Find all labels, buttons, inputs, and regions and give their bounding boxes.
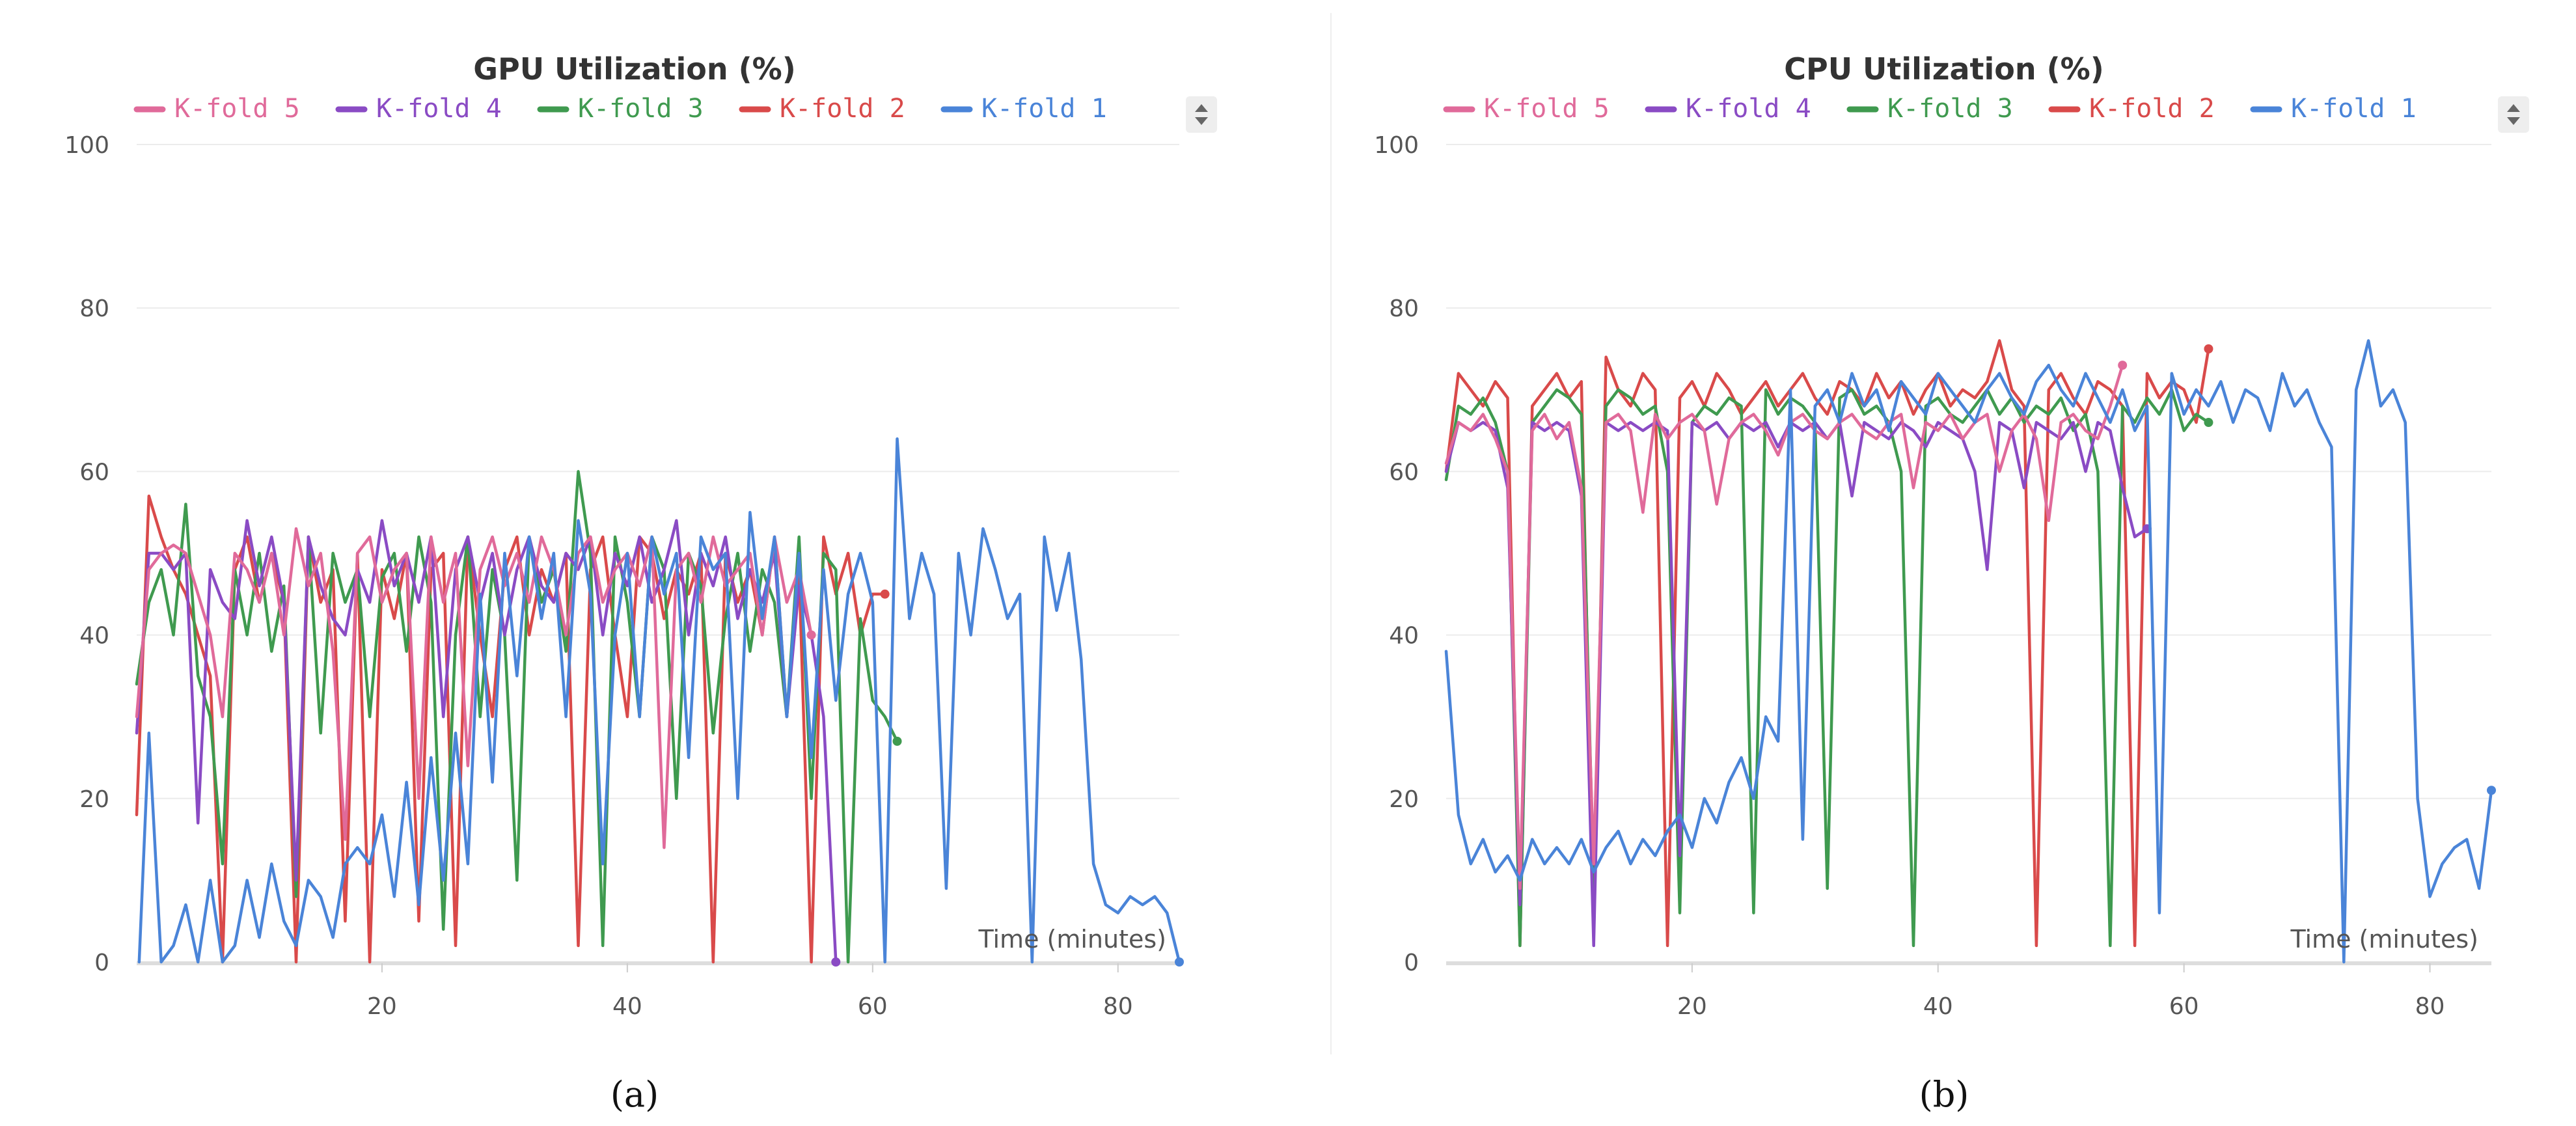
series-end-point[interactable] bbox=[2118, 361, 2128, 370]
y-tick-label: 60 bbox=[1389, 459, 1419, 486]
x-tick-label: 40 bbox=[612, 993, 642, 1020]
x-axis-label: Time (minutes) bbox=[978, 925, 1166, 954]
cpu-chart-title: CPU Utilization (%) bbox=[1784, 51, 2104, 87]
y-tick-label: 40 bbox=[79, 623, 109, 650]
series-line-k-fold-4[interactable] bbox=[1444, 420, 2149, 948]
legend-scroll-control[interactable] bbox=[1186, 96, 1217, 133]
x-tick-label: 60 bbox=[2169, 993, 2199, 1020]
series-end-point[interactable] bbox=[1175, 957, 1184, 967]
series-end-point[interactable] bbox=[831, 957, 841, 967]
legend-scroll-bg bbox=[1186, 96, 1217, 133]
legend-item-k-fold-1[interactable]: K-fold 1 bbox=[2250, 94, 2417, 124]
y-tick-label: 0 bbox=[94, 950, 109, 976]
series-end-point[interactable] bbox=[2204, 344, 2213, 353]
gpu-chart: GPU Utilization (%) K-fold 5 K-fold 4 K-fol… bbox=[64, 51, 1217, 1115]
series-end-point[interactable] bbox=[880, 589, 890, 599]
cpu-chart: CPU Utilization (%) K-fold 5 K-fold 4 K-fol… bbox=[1374, 51, 2529, 1115]
y-tick-label: 20 bbox=[1389, 786, 1419, 813]
x-tick-label: 80 bbox=[2415, 993, 2445, 1020]
legend-label: K-fold 1 bbox=[2291, 94, 2417, 124]
legend-label: K-fold 3 bbox=[1887, 94, 2013, 124]
series-line-k-fold-1[interactable] bbox=[137, 437, 1181, 964]
legend-item-k-fold-5[interactable]: K-fold 5 bbox=[1443, 94, 1610, 124]
legend-label: K-fold 3 bbox=[578, 94, 704, 124]
legend-item-k-fold-2[interactable]: K-fold 2 bbox=[739, 94, 905, 124]
chevron-up-icon[interactable] bbox=[1195, 104, 1208, 112]
legend-label: K-fold 5 bbox=[174, 94, 300, 124]
chevron-down-icon[interactable] bbox=[2507, 117, 2520, 125]
series-line-k-fold-1[interactable] bbox=[1444, 339, 2493, 964]
legend-item-k-fold-2[interactable]: K-fold 2 bbox=[2048, 94, 2215, 124]
legend-scroll-bg bbox=[2498, 96, 2529, 133]
x-tick-label: 80 bbox=[1103, 993, 1133, 1020]
x-tick-label: 40 bbox=[1923, 993, 1953, 1020]
x-tick-label: 20 bbox=[1677, 993, 1707, 1020]
series-line-k-fold-2[interactable] bbox=[1444, 339, 2210, 948]
series-line-k-fold-3[interactable] bbox=[1444, 388, 2210, 948]
y-tick-label: 80 bbox=[79, 295, 109, 322]
legend-item-k-fold-3[interactable]: K-fold 3 bbox=[537, 94, 704, 124]
legend-label: K-fold 4 bbox=[376, 94, 502, 124]
gpu-chart-title: GPU Utilization (%) bbox=[473, 51, 796, 87]
legend-label: K-fold 4 bbox=[1686, 94, 1811, 124]
y-tick-label: 100 bbox=[1374, 132, 1419, 159]
y-tick-label: 0 bbox=[1404, 950, 1419, 976]
y-tick-label: 100 bbox=[64, 132, 109, 159]
legend-item-k-fold-4[interactable]: K-fold 4 bbox=[1645, 94, 1811, 124]
legend-label: K-fold 1 bbox=[981, 94, 1107, 124]
series-end-point[interactable] bbox=[892, 736, 902, 746]
y-tick-label: 20 bbox=[79, 786, 109, 813]
y-tick-label: 60 bbox=[79, 459, 109, 486]
legend-label: K-fold 2 bbox=[780, 94, 905, 124]
x-tick-label: 60 bbox=[858, 993, 888, 1020]
legend-item-k-fold-1[interactable]: K-fold 1 bbox=[940, 94, 1107, 124]
y-tick-label: 40 bbox=[1389, 623, 1419, 650]
legend-item-k-fold-3[interactable]: K-fold 3 bbox=[1846, 94, 2013, 124]
series-end-point[interactable] bbox=[2487, 786, 2496, 795]
figure-caption: (a) bbox=[610, 1074, 659, 1115]
legend-scroll-control[interactable] bbox=[2498, 96, 2529, 133]
chevron-up-icon[interactable] bbox=[2507, 104, 2520, 112]
legend-item-k-fold-4[interactable]: K-fold 4 bbox=[335, 94, 502, 124]
chevron-down-icon[interactable] bbox=[1195, 117, 1208, 125]
legend-item-k-fold-5[interactable]: K-fold 5 bbox=[133, 94, 300, 124]
series-end-point[interactable] bbox=[2204, 418, 2213, 428]
figure-caption: (b) bbox=[1919, 1074, 1969, 1115]
legend-label: K-fold 2 bbox=[2089, 94, 2215, 124]
legend-label: K-fold 5 bbox=[1484, 94, 1610, 124]
series-line-k-fold-5[interactable] bbox=[1444, 363, 2124, 890]
x-axis-label: Time (minutes) bbox=[2290, 925, 2478, 954]
x-tick-label: 20 bbox=[367, 993, 397, 1020]
y-tick-label: 80 bbox=[1389, 295, 1419, 322]
series-end-point[interactable] bbox=[806, 630, 816, 640]
